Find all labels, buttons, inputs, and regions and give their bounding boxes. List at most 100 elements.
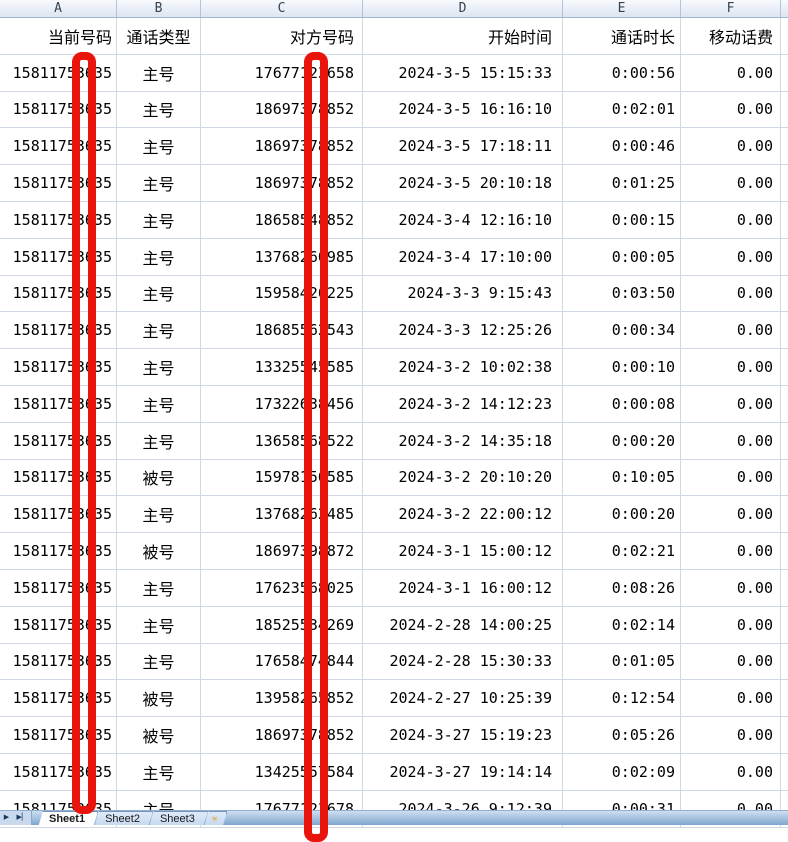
- cell-r1-c3[interactable]: 2024-3-5 15:15:33: [363, 54, 563, 91]
- cell-r16-c2[interactable]: 18525534269: [201, 606, 363, 643]
- sheet-tab-sheet2[interactable]: Sheet2: [92, 811, 153, 825]
- cell-r11-c5[interactable]: 0.00: [681, 422, 781, 459]
- cell-r15-c4[interactable]: 0:08:26: [563, 569, 681, 606]
- cell-r3-c1[interactable]: 主号: [117, 128, 201, 165]
- cell-r6-c4[interactable]: 0:00:05: [563, 238, 681, 275]
- sheet-tab-sheet1[interactable]: Sheet1: [36, 811, 98, 825]
- cell-r9-c0[interactable]: 15811753635: [0, 349, 117, 385]
- cell-r16-c4[interactable]: 0:02:14: [563, 606, 681, 643]
- cell-r4-c5[interactable]: 0.00: [681, 165, 781, 201]
- cell-r20-c2[interactable]: 13425557584: [201, 753, 363, 790]
- header-cell-1[interactable]: 通话类型: [117, 18, 201, 54]
- cell-r16-c6[interactable]: [781, 607, 788, 643]
- cell-r13-c3[interactable]: 2024-3-2 22:00:12: [363, 496, 563, 533]
- cell-r4-c0[interactable]: 15811753635: [0, 165, 117, 201]
- cell-r2-c2[interactable]: 18697378852: [201, 91, 363, 128]
- cell-r3-c4[interactable]: 0:00:46: [563, 128, 681, 165]
- cell-r17-c5[interactable]: 0.00: [681, 643, 781, 680]
- cell-r7-c3[interactable]: 2024-3-3 9:15:43: [363, 275, 563, 312]
- cell-r5-c4[interactable]: 0:00:15: [563, 201, 681, 238]
- cell-r17-c6[interactable]: [781, 644, 788, 680]
- cell-r3-c0[interactable]: 15811753635: [0, 128, 117, 165]
- cell-r8-c0[interactable]: 15811753635: [0, 312, 117, 349]
- cell-r18-c6[interactable]: [781, 680, 788, 716]
- cell-r15-c2[interactable]: 17623568025: [201, 569, 363, 606]
- cell-r1-c1[interactable]: 主号: [117, 54, 201, 91]
- cell-r18-c3[interactable]: 2024-2-27 10:25:39: [363, 680, 563, 717]
- column-header-extra[interactable]: [781, 0, 788, 17]
- cell-r2-c3[interactable]: 2024-3-5 16:16:10: [363, 91, 563, 128]
- cell-r14-c6[interactable]: [781, 533, 788, 569]
- cell-r8-c1[interactable]: 主号: [117, 312, 201, 349]
- cell-r20-c5[interactable]: 0.00: [681, 753, 781, 790]
- cell-r16-c5[interactable]: 0.00: [681, 606, 781, 643]
- cell-r2-c0[interactable]: 15811753635: [0, 91, 117, 128]
- cell-r13-c2[interactable]: 13768262485: [201, 496, 363, 533]
- cell-r2-c6[interactable]: [781, 92, 788, 128]
- column-header-d[interactable]: D: [363, 0, 563, 17]
- cell-r6-c0[interactable]: 15811753635: [0, 238, 117, 275]
- cell-r2-c4[interactable]: 0:02:01: [563, 91, 681, 128]
- cell-r18-c0[interactable]: 15811753635: [0, 680, 117, 717]
- cell-r4-c6[interactable]: [781, 165, 788, 201]
- cell-r9-c2[interactable]: 13325545585: [201, 349, 363, 385]
- cell-r9-c3[interactable]: 2024-3-2 10:02:38: [363, 349, 563, 385]
- cell-r8-c4[interactable]: 0:00:34: [563, 312, 681, 349]
- cell-r19-c4[interactable]: 0:05:26: [563, 717, 681, 753]
- cell-r17-c1[interactable]: 主号: [117, 643, 201, 680]
- header-cell-3[interactable]: 开始时间: [363, 18, 563, 54]
- cell-r8-c2[interactable]: 18685562543: [201, 312, 363, 349]
- header-cell-0[interactable]: 当前号码: [0, 18, 117, 54]
- cell-r15-c1[interactable]: 主号: [117, 569, 201, 606]
- cell-r7-c0[interactable]: 15811753635: [0, 275, 117, 312]
- cell-r13-c6[interactable]: [781, 496, 788, 532]
- next-sheet-button[interactable]: ▶: [3, 813, 10, 821]
- cell-r6-c1[interactable]: 主号: [117, 238, 201, 275]
- cell-r18-c1[interactable]: 被号: [117, 680, 201, 717]
- cell-r17-c0[interactable]: 15811753635: [0, 643, 117, 680]
- cell-r16-c1[interactable]: 主号: [117, 606, 201, 643]
- cell-r11-c3[interactable]: 2024-3-2 14:35:18: [363, 422, 563, 459]
- cell-r13-c5[interactable]: 0.00: [681, 496, 781, 533]
- cell-r1-c4[interactable]: 0:00:56: [563, 54, 681, 91]
- cell-r14-c5[interactable]: 0.00: [681, 533, 781, 569]
- header-cell-6[interactable]: [781, 18, 788, 54]
- cell-r7-c1[interactable]: 主号: [117, 275, 201, 312]
- cell-r19-c1[interactable]: 被号: [117, 717, 201, 753]
- cell-r7-c5[interactable]: 0.00: [681, 275, 781, 312]
- cell-r2-c1[interactable]: 主号: [117, 91, 201, 128]
- cell-r20-c0[interactable]: 15811753635: [0, 753, 117, 790]
- cell-r12-c3[interactable]: 2024-3-2 20:10:20: [363, 459, 563, 496]
- cell-r13-c0[interactable]: 15811753635: [0, 496, 117, 533]
- cell-r8-c3[interactable]: 2024-3-3 12:25:26: [363, 312, 563, 349]
- cell-r6-c6[interactable]: [781, 239, 788, 275]
- cell-r7-c6[interactable]: [781, 276, 788, 312]
- cell-r16-c0[interactable]: 15811753635: [0, 606, 117, 643]
- cell-r5-c6[interactable]: [781, 202, 788, 238]
- cell-r10-c4[interactable]: 0:00:08: [563, 385, 681, 422]
- cell-r1-c6[interactable]: [781, 55, 788, 91]
- cell-r14-c0[interactable]: 15811753635: [0, 533, 117, 569]
- cell-r12-c0[interactable]: 15811753635: [0, 459, 117, 496]
- cell-r5-c1[interactable]: 主号: [117, 201, 201, 238]
- cell-r19-c2[interactable]: 18697378852: [201, 717, 363, 753]
- cell-r3-c5[interactable]: 0.00: [681, 128, 781, 165]
- cell-r4-c1[interactable]: 主号: [117, 165, 201, 201]
- cell-r13-c4[interactable]: 0:00:20: [563, 496, 681, 533]
- cell-r10-c3[interactable]: 2024-3-2 14:12:23: [363, 385, 563, 422]
- cell-r3-c3[interactable]: 2024-3-5 17:18:11: [363, 128, 563, 165]
- cell-r16-c3[interactable]: 2024-2-28 14:00:25: [363, 606, 563, 643]
- column-header-e[interactable]: E: [563, 0, 681, 17]
- cell-r15-c6[interactable]: [781, 570, 788, 606]
- cell-r4-c4[interactable]: 0:01:25: [563, 165, 681, 201]
- cell-r15-c3[interactable]: 2024-3-1 16:00:12: [363, 569, 563, 606]
- cell-r11-c4[interactable]: 0:00:20: [563, 422, 681, 459]
- cell-r9-c5[interactable]: 0.00: [681, 349, 781, 385]
- cell-r11-c2[interactable]: 13658568522: [201, 422, 363, 459]
- cell-r6-c2[interactable]: 13768260985: [201, 238, 363, 275]
- column-header-b[interactable]: B: [117, 0, 201, 17]
- cell-r19-c5[interactable]: 0.00: [681, 717, 781, 753]
- cell-r7-c4[interactable]: 0:03:50: [563, 275, 681, 312]
- cell-r5-c2[interactable]: 18658548852: [201, 201, 363, 238]
- cell-r2-c5[interactable]: 0.00: [681, 91, 781, 128]
